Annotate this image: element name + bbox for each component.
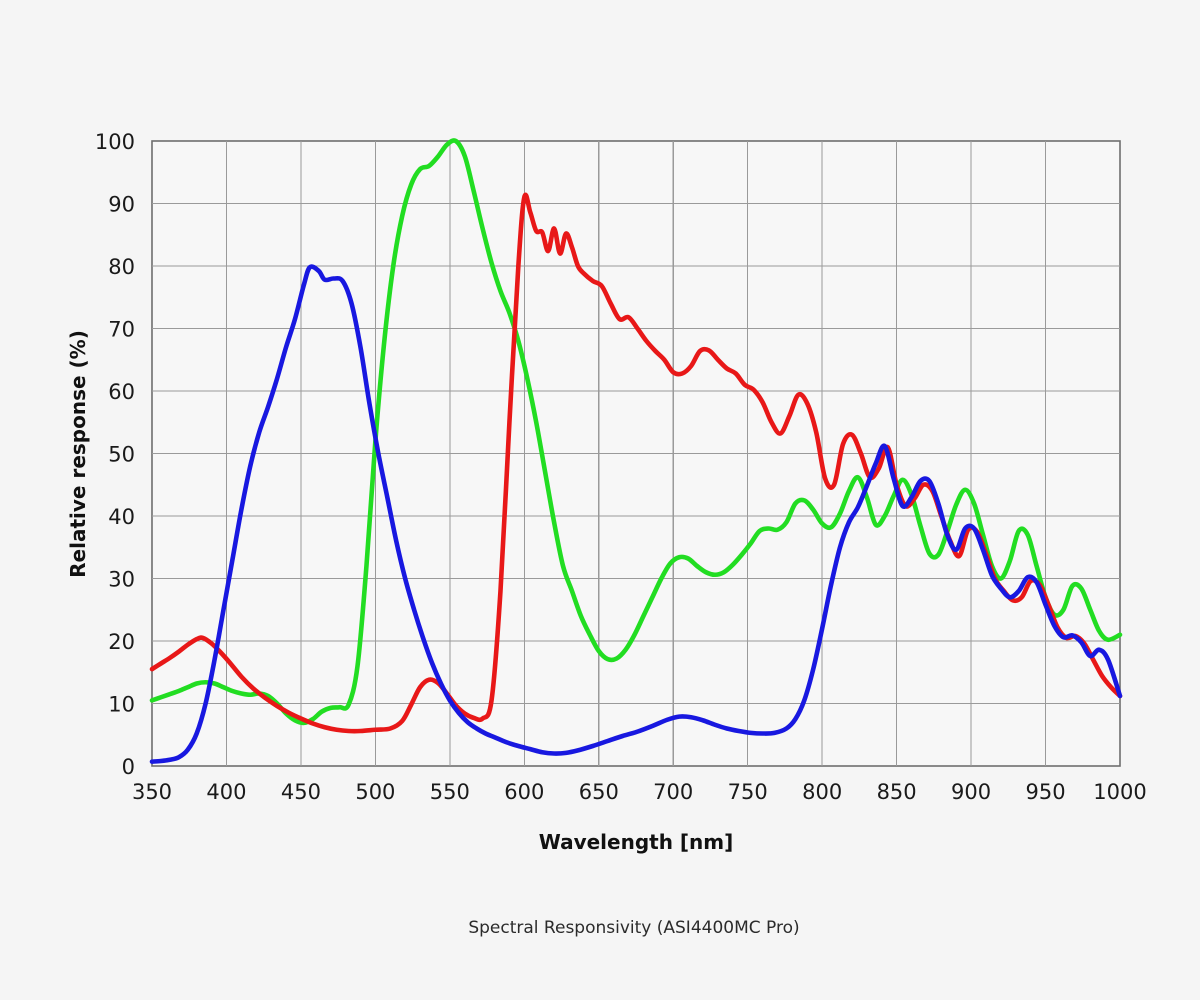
series-group [149,138,1123,764]
series-line-green-channel [149,138,1123,726]
y-tick-labels: 0 10 20 30 40 50 60 70 80 90 100 [95,130,135,779]
y-tick-label: 60 [108,380,135,404]
x-tick-label: 450 [281,780,321,804]
y-tick-label: 20 [108,630,135,654]
x-tick-label: 500 [355,780,395,804]
y-axis-title: Relative response (%) [66,330,90,578]
x-tick-labels: 350 400 450 500 550 600 650 700 750 800 850 900 950 1… [132,780,1147,804]
x-tick-label: 550 [430,780,470,804]
y-tick-label: 0 [122,755,135,779]
x-tick-label: 600 [504,780,544,804]
x-tick-label: 950 [1025,780,1065,804]
series-line-red-channel [149,192,1123,734]
x-tick-label: 850 [877,780,917,804]
x-tick-label: 400 [206,780,246,804]
series-line-blue-channel [149,264,1123,764]
y-tick-label: 80 [108,255,135,279]
x-tick-label: 900 [951,780,991,804]
x-tick-label: 750 [728,780,768,804]
y-tick-label: 40 [108,505,135,529]
chart-caption: Spectral Responsivity (ASI4400MC Pro) [468,918,799,938]
x-tick-label: 700 [653,780,693,804]
x-tick-label: 1000 [1093,780,1146,804]
x-axis-title: Wavelength [nm] [539,830,734,854]
gridlines [152,141,1120,766]
y-tick-label: 10 [108,693,135,717]
x-tick-label: 650 [579,780,619,804]
x-tick-label: 800 [802,780,842,804]
y-tick-label: 30 [108,568,135,592]
y-tick-label: 90 [108,193,135,217]
x-tick-label: 350 [132,780,172,804]
y-tick-label: 70 [108,318,135,342]
y-tick-label: 100 [95,130,135,154]
y-tick-label: 50 [108,443,135,467]
